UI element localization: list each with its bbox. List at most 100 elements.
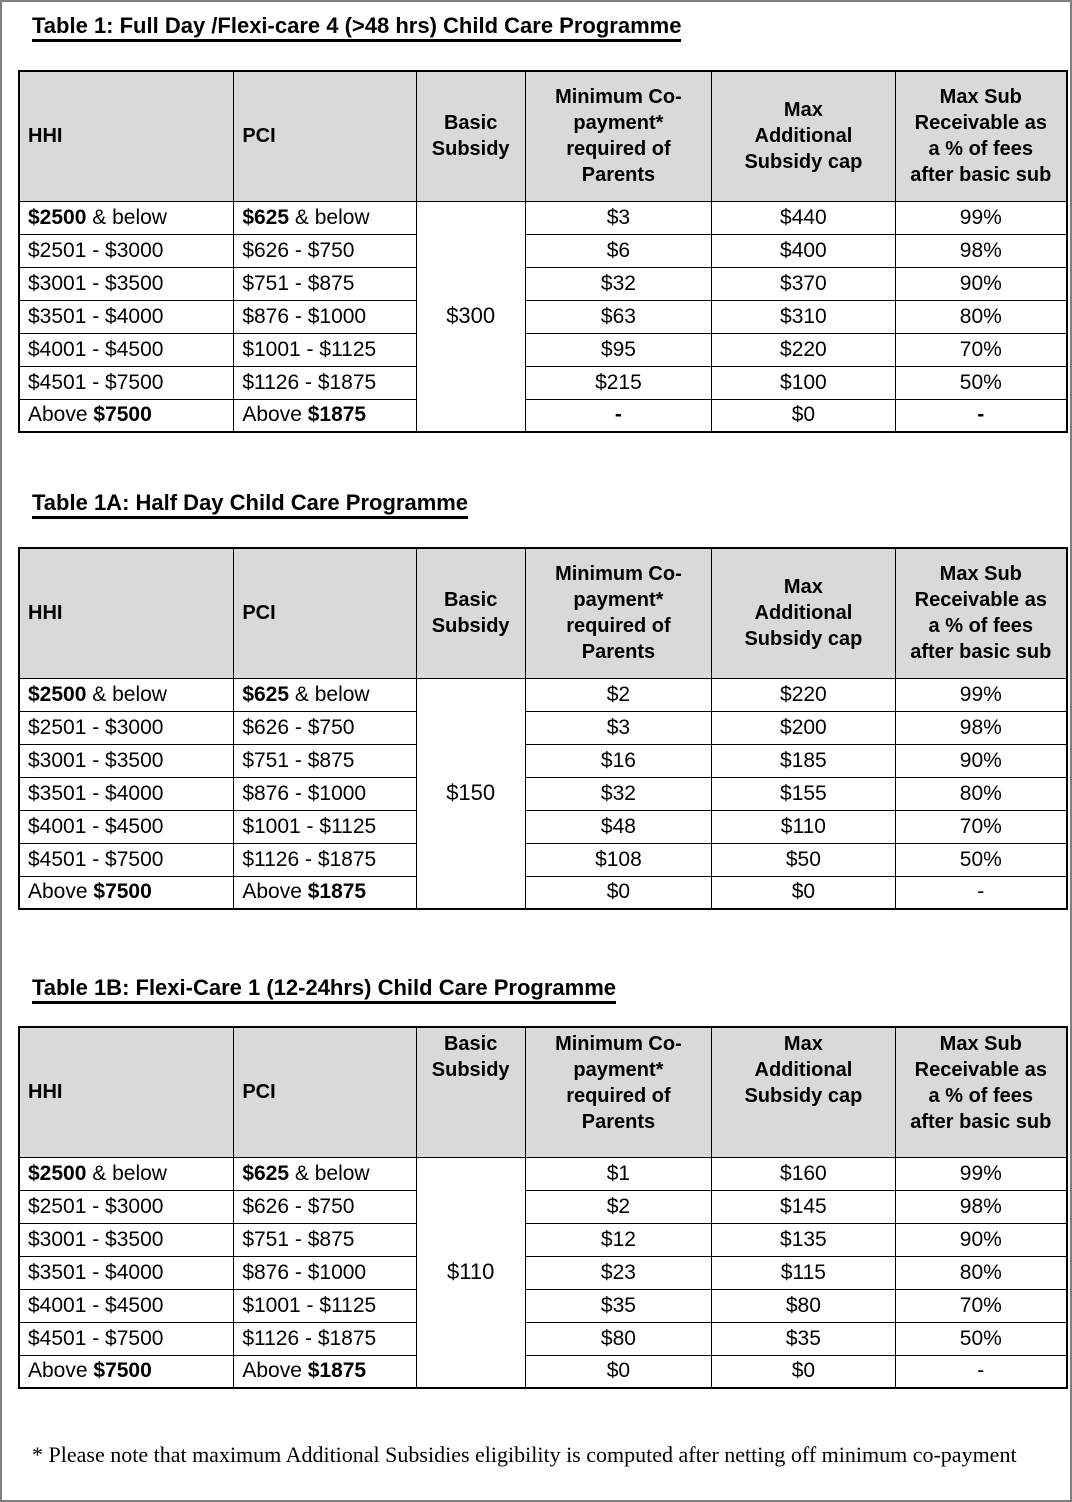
max-additional-subsidy-cell: $0 xyxy=(711,398,896,433)
table-row: $4001 - $4500 $1001 - $1125 $35 $80 70% xyxy=(18,1288,1068,1323)
min-copayment-cell: $63 xyxy=(524,299,713,334)
pci-cell: $625 & below xyxy=(233,1156,417,1191)
pci-cell: $626 - $750 xyxy=(233,710,417,745)
column-header-pci: PCI xyxy=(233,70,417,202)
max-additional-subsidy-cell: $145 xyxy=(711,1189,896,1224)
min-copayment-cell: $35 xyxy=(524,1288,713,1323)
max-sub-receivable-cell: 70% xyxy=(894,332,1068,367)
max-additional-subsidy-cell: $370 xyxy=(711,266,896,301)
column-header-max-sub-receivable: Max Sub Receivable as a % of fees after bas… xyxy=(894,547,1068,679)
table-row: $2500 & below $625 & below $150 $2 $220 99% xyxy=(18,677,1068,910)
table-row: Above $7500 Above $1875 $0 $0- xyxy=(18,875,1068,910)
table-row: $2500 & below $625 & below $110 $1 $160 99% xyxy=(18,1156,1068,1389)
max-additional-subsidy-cell: $160 xyxy=(711,1156,896,1191)
min-copayment-cell: $12 xyxy=(524,1222,713,1257)
max-sub-receivable-cell: 99% xyxy=(894,1156,1068,1191)
pci-cell: $876 - $1000 xyxy=(233,299,417,334)
pci-cell: $1001 - $1125 xyxy=(233,332,417,367)
column-header-max-additional-subsidy: Max Additional Subsidy cap xyxy=(711,70,896,202)
max-sub-receivable-cell: 80% xyxy=(894,299,1068,334)
pci-cell: $1126 - $1875 xyxy=(233,365,417,400)
pci-cell: $876 - $1000 xyxy=(233,1255,417,1290)
hhi-cell: $4501 - $7500 xyxy=(18,1321,235,1356)
max-sub-receivable-cell: 99% xyxy=(894,677,1068,712)
table-row: Above $7500 Above $1875 $0 $0- xyxy=(18,1354,1068,1389)
max-sub-receivable-cell: 50% xyxy=(894,842,1068,877)
max-additional-subsidy-cell: $110 xyxy=(711,809,896,844)
max-sub-receivable-cell: 80% xyxy=(894,1255,1068,1290)
hhi-cell: $2500 & below xyxy=(18,200,235,235)
min-copayment-cell: $3 xyxy=(524,710,713,745)
max-sub-receivable-cell: 50% xyxy=(894,1321,1068,1356)
column-header-hhi: HHI xyxy=(18,1026,235,1158)
table-row: $2501 - $3000 $626 - $750 $2 $145 98% xyxy=(18,1189,1068,1224)
column-header-basic-subsidy: Basic Subsidy xyxy=(415,1026,526,1158)
max-sub-receivable-cell: 80% xyxy=(894,776,1068,811)
min-copayment-cell: $2 xyxy=(524,1189,713,1224)
footnote: * Please note that maximum Additional Su… xyxy=(32,1442,1017,1467)
column-header-pci: PCI xyxy=(233,547,417,679)
min-copayment-cell: $2 xyxy=(524,677,713,712)
hhi-cell: $2500 & below xyxy=(18,1156,235,1191)
max-additional-subsidy-cell: $310 xyxy=(711,299,896,334)
hhi-cell: $4001 - $4500 xyxy=(18,1288,235,1323)
min-copayment-cell: $23 xyxy=(524,1255,713,1290)
pci-cell: $1001 - $1125 xyxy=(233,809,417,844)
max-sub-receivable-cell: 70% xyxy=(894,809,1068,844)
table1a-half-day: HHI PCI Basic Subsidy Minimum Co-payment* req… xyxy=(18,547,1068,910)
hhi-cell: Above $7500 xyxy=(18,1354,235,1389)
max-additional-subsidy-cell: $155 xyxy=(711,776,896,811)
table1b-title-text: Table 1B: Flexi-Care 1 (12-24hrs) Child … xyxy=(32,975,617,1004)
hhi-cell: $3001 - $3500 xyxy=(18,266,235,301)
column-header-hhi: HHI xyxy=(18,547,235,679)
max-sub-receivable-cell: 98% xyxy=(894,710,1068,745)
hhi-cell: Above $7500 xyxy=(18,875,235,910)
table-row: $3001 - $3500 $751 - $875 $12 $135 90% xyxy=(18,1222,1068,1257)
max-additional-subsidy-cell: $100 xyxy=(711,365,896,400)
table-row: $4501 - $7500 $1126 - $1875 $108 $50 50% xyxy=(18,842,1068,877)
pci-cell: $626 - $750 xyxy=(233,233,417,268)
basic-subsidy-cell: $110 xyxy=(415,1156,526,1389)
table1a-title-text: Table 1A: Half Day Child Care Programme xyxy=(32,490,469,519)
hhi-cell: $3001 - $3500 xyxy=(18,1222,235,1257)
hhi-cell: $3501 - $4000 xyxy=(18,776,235,811)
min-copayment-cell: $16 xyxy=(524,743,713,778)
column-header-min-copayment: Minimum Co-payment* required of Parents xyxy=(524,1026,713,1158)
table1b-flexi-care-1: HHI PCI Basic Subsidy Minimum Co-payment* req… xyxy=(18,1026,1068,1389)
pci-cell: $1126 - $1875 xyxy=(233,1321,417,1356)
max-additional-subsidy-cell: $220 xyxy=(711,677,896,712)
max-sub-receivable-cell: 90% xyxy=(894,1222,1068,1257)
header-row: HHI PCI Basic Subsidy Minimum Co-payment* req… xyxy=(18,70,1068,202)
column-header-hhi: HHI xyxy=(18,70,235,202)
hhi-cell: $2501 - $3000 xyxy=(18,1189,235,1224)
min-copayment-cell: $32 xyxy=(524,266,713,301)
min-copayment-cell: $108 xyxy=(524,842,713,877)
header-row: HHI PCI Basic Subsidy Minimum Co-payment* req… xyxy=(18,1026,1068,1158)
max-sub-receivable-cell: - xyxy=(894,875,1068,910)
min-copayment-cell: $0 xyxy=(524,875,713,910)
basic-subsidy-cell: $300 xyxy=(415,200,526,433)
max-sub-receivable-cell: 99% xyxy=(894,200,1068,235)
table1a-title: Table 1A: Half Day Child Care Programme xyxy=(32,489,1064,519)
table-row: $2500 & below $625 & below $300 $3 $440 99% xyxy=(18,200,1068,433)
hhi-cell: $3501 - $4000 xyxy=(18,299,235,334)
max-additional-subsidy-cell: $0 xyxy=(711,1354,896,1389)
max-sub-receivable-cell: 98% xyxy=(894,233,1068,268)
hhi-cell: $3001 - $3500 xyxy=(18,743,235,778)
min-copayment-cell: $1 xyxy=(524,1156,713,1191)
table-row: $4001 - $4500 $1001 - $1125 $48 $110 70% xyxy=(18,809,1068,844)
min-copayment-cell: $3 xyxy=(524,200,713,235)
max-additional-subsidy-cell: $185 xyxy=(711,743,896,778)
pci-cell: $625 & below xyxy=(233,200,417,235)
max-sub-receivable-cell: 70% xyxy=(894,1288,1068,1323)
min-copayment-cell: $80 xyxy=(524,1321,713,1356)
table-row: Above $7500 Above $1875 - $0- xyxy=(18,398,1068,433)
column-header-max-additional-subsidy: Max Additional Subsidy cap xyxy=(711,1026,896,1158)
max-additional-subsidy-cell: $115 xyxy=(711,1255,896,1290)
pci-cell: Above $1875 xyxy=(233,1354,417,1389)
min-copayment-cell: $48 xyxy=(524,809,713,844)
max-sub-receivable-cell: 98% xyxy=(894,1189,1068,1224)
table1-title: Table 1: Full Day /Flexi-care 4 (>48 hrs… xyxy=(32,12,1064,42)
max-additional-subsidy-cell: $35 xyxy=(711,1321,896,1356)
document-page: Table 1: Full Day /Flexi-care 4 (>48 hrs… xyxy=(2,2,1070,1470)
